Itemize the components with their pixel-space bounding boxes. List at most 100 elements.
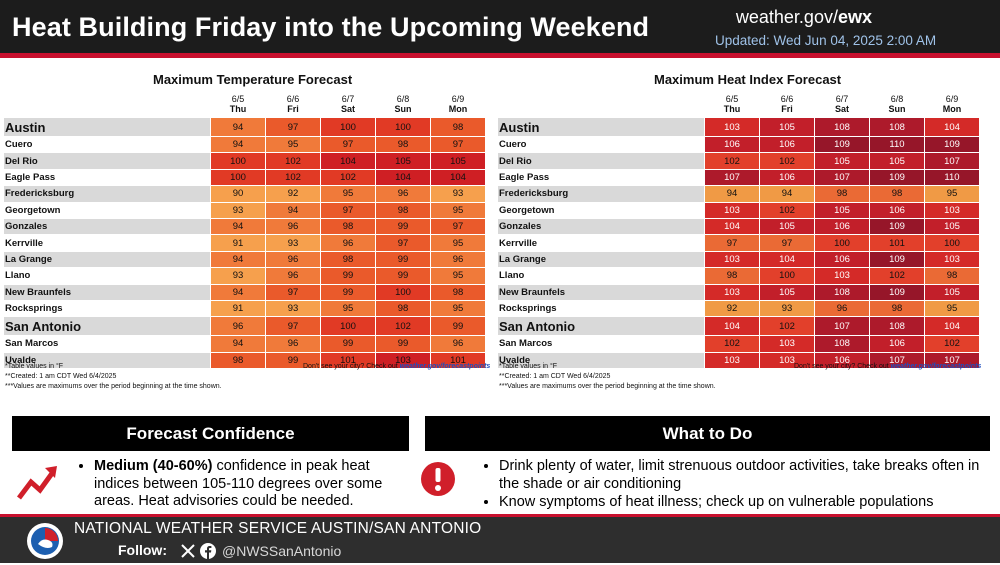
value-cell: 100 (924, 234, 980, 252)
city-name: La Grange (3, 250, 211, 269)
cta-text: Don't see your city? Check out (303, 363, 400, 370)
value-cell: 104 (704, 217, 760, 236)
list-item: Know symptoms of heat illness; check up … (499, 494, 983, 512)
value-cell: 106 (869, 335, 925, 353)
city-name: Kerrville (3, 234, 211, 252)
value-cell: 99 (320, 283, 376, 301)
value-cell: 106 (814, 351, 870, 370)
value-cell: 107 (924, 152, 980, 170)
value-cell: 108 (869, 316, 925, 337)
value-cell: 99 (375, 335, 431, 353)
column-header-day: 6/8 Sun (375, 90, 431, 118)
value-cell: 108 (814, 283, 870, 301)
table-row: Eagle Pass 107 106 107 109 110 (497, 168, 980, 187)
value-cell: 95 (430, 267, 486, 285)
facebook-icon[interactable] (200, 543, 216, 559)
value-cell: 105 (759, 283, 815, 301)
social-handle[interactable]: @NWSSanAntonio (222, 543, 342, 559)
value-cell: 102 (759, 152, 815, 170)
column-day: Mon (942, 104, 962, 114)
table-row: Austin 94 97 100 100 98 (3, 117, 486, 137)
header-bar (0, 0, 1000, 58)
value-cell: 103 (814, 267, 870, 285)
nws-logo-icon (26, 522, 64, 560)
value-cell: 103 (924, 250, 980, 269)
footnote: *Table values in °F (499, 363, 558, 370)
column-date: 6/9 (451, 94, 465, 104)
value-cell: 95 (924, 299, 980, 318)
forecastpoints-link[interactable]: weather.gov/forecastpoints (399, 363, 491, 370)
value-cell: 96 (265, 250, 321, 269)
value-cell: 99 (320, 335, 376, 353)
city-name: Gonzales (497, 217, 705, 236)
column-day: Sat (834, 104, 849, 114)
value-cell: 99 (430, 316, 486, 337)
column-date: 6/5 (231, 94, 245, 104)
confidence-level: Medium (40-60%) (94, 458, 213, 474)
value-cell: 92 (265, 185, 321, 203)
value-cell: 98 (869, 185, 925, 203)
value-cell: 99 (375, 217, 431, 236)
footnote: **Created: 1 am CDT Wed 6/4/2025 (499, 373, 611, 380)
table-row: Kerrville 97 97 100 101 100 (497, 234, 980, 252)
table-row: Cuero 106 106 109 110 109 (497, 135, 980, 154)
column-day: Mon (448, 104, 468, 114)
office-name: NATIONAL WEATHER SERVICE AUSTIN/SAN ANTO… (74, 520, 482, 537)
value-cell: 96 (265, 335, 321, 353)
footnote: *Table values in °F (5, 363, 64, 370)
city-name: Georgetown (497, 201, 705, 219)
value-cell: 109 (869, 283, 925, 301)
city-name: San Marcos (3, 335, 211, 353)
value-cell: 100 (320, 117, 376, 137)
value-cell: 98 (430, 283, 486, 301)
value-cell: 102 (924, 335, 980, 353)
value-cell: 96 (320, 234, 376, 252)
city-name: La Grange (497, 250, 705, 269)
value-cell: 103 (759, 351, 815, 370)
value-cell: 94 (210, 117, 266, 137)
table-row: Del Rio 102 102 105 105 107 (497, 152, 980, 170)
value-cell: 99 (265, 351, 321, 370)
value-cell: 103 (704, 250, 760, 269)
value-cell: 98 (869, 299, 925, 318)
value-cell: 104 (320, 152, 376, 170)
column-header-day: 6/7 Sat (814, 90, 870, 118)
max-temp-cta: Don't see your city? Check out weather.g… (303, 362, 490, 372)
value-cell: 101 (869, 234, 925, 252)
city-name: Kerrville (497, 234, 705, 252)
value-cell: 96 (210, 316, 266, 337)
trending-up-arrow-icon (15, 460, 61, 506)
city-name: Cuero (3, 135, 211, 154)
column-header-day: 6/7 Sat (320, 90, 376, 118)
value-cell: 95 (320, 299, 376, 318)
value-cell: 97 (430, 217, 486, 236)
site-link[interactable]: weather.gov/ewx (736, 7, 872, 28)
table-row: Gonzales 104 105 106 109 105 (497, 217, 980, 236)
footer-accent-line (0, 514, 1000, 517)
value-cell: 104 (924, 117, 980, 137)
value-cell: 94 (704, 185, 760, 203)
value-cell: 107 (924, 351, 980, 370)
value-cell: 106 (814, 250, 870, 269)
header-corner (497, 90, 705, 118)
value-cell: 98 (375, 299, 431, 318)
value-cell: 108 (869, 117, 925, 137)
city-name: New Braunfels (497, 283, 705, 301)
column-date: 6/7 (835, 94, 849, 104)
value-cell: 97 (704, 234, 760, 252)
value-cell: 100 (210, 168, 266, 187)
value-cell: 97 (320, 135, 376, 154)
value-cell: 98 (320, 217, 376, 236)
value-cell: 105 (924, 217, 980, 236)
value-cell: 102 (704, 335, 760, 353)
value-cell: 96 (430, 335, 486, 353)
value-cell: 103 (759, 335, 815, 353)
footnote: **Created: 1 am CDT Wed 6/4/2025 (5, 373, 117, 380)
value-cell: 94 (210, 283, 266, 301)
forecastpoints-link[interactable]: weather.gov/forecastpoints (890, 363, 982, 370)
value-cell: 105 (814, 152, 870, 170)
x-icon[interactable] (180, 543, 196, 559)
column-header-day: 6/9 Mon (430, 90, 486, 118)
value-cell: 93 (430, 185, 486, 203)
value-cell: 108 (814, 335, 870, 353)
